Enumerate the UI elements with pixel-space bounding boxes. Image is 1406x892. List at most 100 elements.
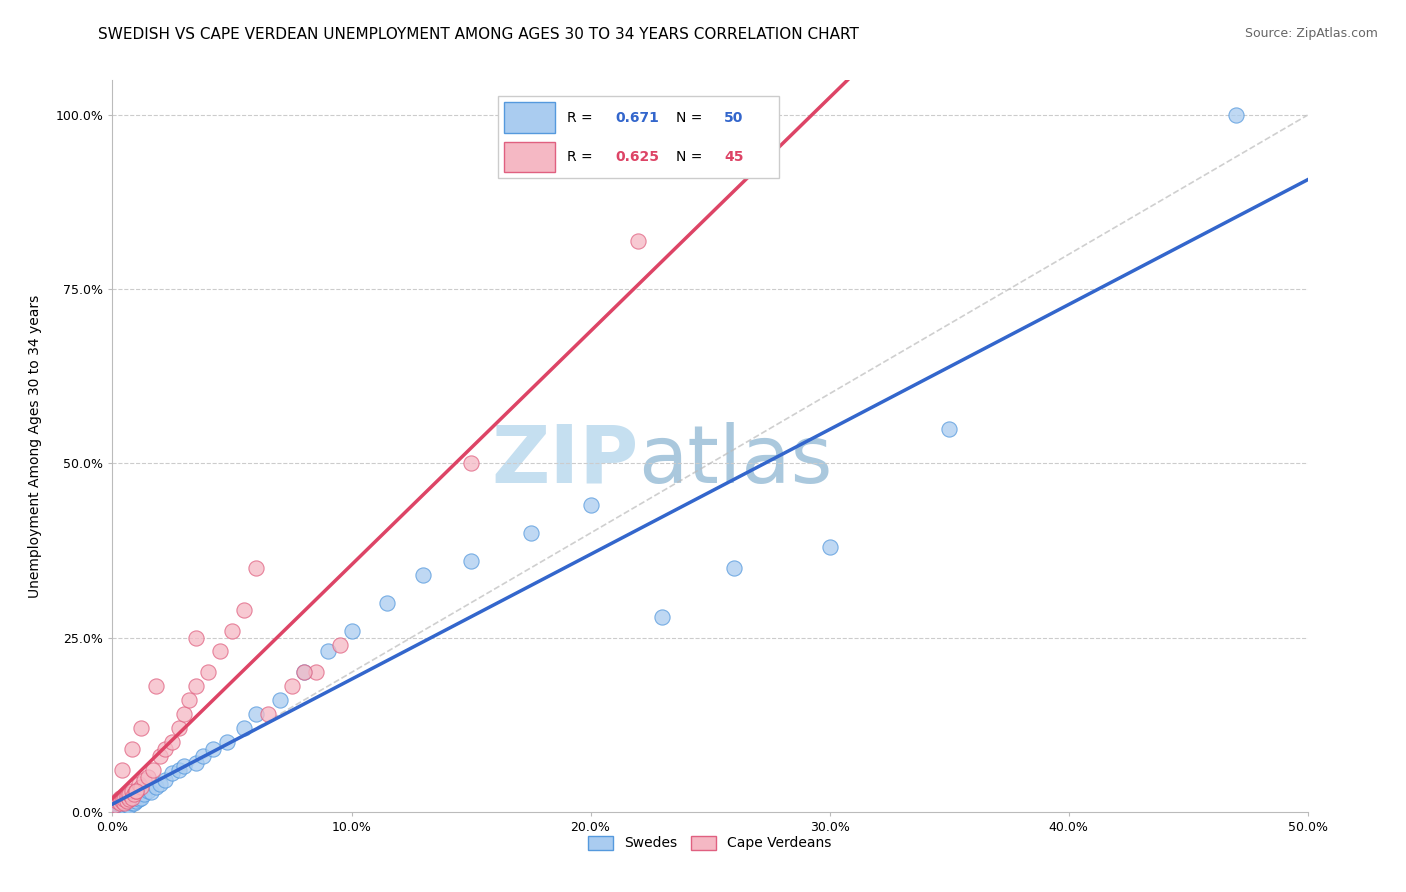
Point — [121, 742, 143, 756]
Point — [149, 777, 172, 791]
Point — [132, 787, 155, 801]
Point — [105, 794, 128, 808]
Point — [108, 797, 131, 812]
Point — [138, 770, 160, 784]
Point — [257, 707, 280, 722]
Point — [104, 801, 127, 815]
Point — [145, 780, 167, 795]
Point — [138, 784, 160, 798]
Point — [129, 721, 152, 735]
Point — [142, 763, 165, 777]
Point — [460, 554, 482, 568]
Point — [121, 784, 143, 798]
Point — [651, 609, 673, 624]
Point — [292, 665, 315, 680]
Point — [128, 792, 150, 806]
Point — [209, 644, 232, 658]
Point — [115, 794, 138, 808]
Point — [233, 721, 256, 735]
Text: Source: ZipAtlas.com: Source: ZipAtlas.com — [1244, 27, 1378, 40]
Point — [111, 797, 134, 811]
Point — [118, 799, 141, 814]
Point — [114, 797, 135, 811]
Point — [114, 799, 135, 814]
Point — [115, 789, 138, 804]
Point — [162, 766, 183, 780]
Y-axis label: Unemployment Among Ages 30 to 34 years: Unemployment Among Ages 30 to 34 years — [28, 294, 42, 598]
Point — [1225, 108, 1247, 122]
Point — [233, 603, 256, 617]
Point — [193, 749, 215, 764]
Point — [217, 735, 239, 749]
Point — [125, 784, 148, 798]
Point — [111, 763, 134, 777]
Point — [122, 787, 145, 801]
Point — [186, 679, 208, 693]
Point — [377, 596, 399, 610]
Point — [139, 785, 162, 799]
Point — [169, 721, 191, 735]
Point — [186, 631, 208, 645]
Point — [340, 624, 363, 638]
Point — [292, 665, 315, 680]
Point — [412, 567, 434, 582]
Point — [108, 790, 131, 805]
Point — [121, 796, 143, 810]
Point — [269, 693, 291, 707]
Point — [221, 624, 243, 638]
Point — [627, 234, 650, 248]
Point — [108, 800, 131, 814]
Point — [118, 794, 141, 808]
Point — [108, 797, 131, 811]
Point — [177, 693, 200, 707]
Point — [114, 797, 135, 812]
Point — [173, 759, 195, 773]
Point — [579, 498, 602, 512]
Point — [329, 638, 352, 652]
Text: atlas: atlas — [638, 422, 832, 500]
Point — [111, 794, 134, 808]
Point — [118, 792, 141, 806]
Point — [145, 679, 167, 693]
Point — [520, 526, 543, 541]
Point — [115, 797, 138, 811]
Point — [460, 457, 482, 471]
Point — [281, 679, 304, 693]
Point — [122, 790, 145, 805]
Point — [114, 794, 135, 808]
Point — [118, 787, 141, 801]
Point — [104, 797, 127, 812]
Point — [305, 665, 328, 680]
Point — [201, 742, 224, 756]
Point — [938, 421, 960, 435]
Point — [125, 784, 148, 798]
Point — [122, 797, 145, 811]
Point — [316, 644, 339, 658]
Point — [186, 756, 208, 770]
Point — [245, 707, 267, 722]
Point — [129, 790, 152, 805]
Point — [114, 792, 135, 806]
Point — [129, 780, 152, 795]
Point — [125, 789, 148, 804]
Point — [197, 665, 219, 680]
Point — [132, 773, 155, 788]
Point — [105, 799, 128, 814]
Point — [125, 794, 148, 808]
Legend: Swedes, Cape Verdeans: Swedes, Cape Verdeans — [582, 830, 838, 856]
Point — [169, 763, 191, 777]
Point — [723, 561, 745, 575]
Point — [162, 735, 183, 749]
Point — [121, 792, 143, 806]
Text: ZIP: ZIP — [491, 422, 638, 500]
Point — [153, 742, 176, 756]
Point — [818, 540, 841, 554]
Point — [153, 773, 176, 788]
Point — [115, 797, 138, 812]
Point — [121, 790, 143, 805]
Text: SWEDISH VS CAPE VERDEAN UNEMPLOYMENT AMONG AGES 30 TO 34 YEARS CORRELATION CHART: SWEDISH VS CAPE VERDEAN UNEMPLOYMENT AMO… — [98, 27, 859, 42]
Point — [111, 799, 134, 814]
Point — [245, 561, 267, 575]
Point — [128, 777, 150, 791]
Point — [173, 707, 195, 722]
